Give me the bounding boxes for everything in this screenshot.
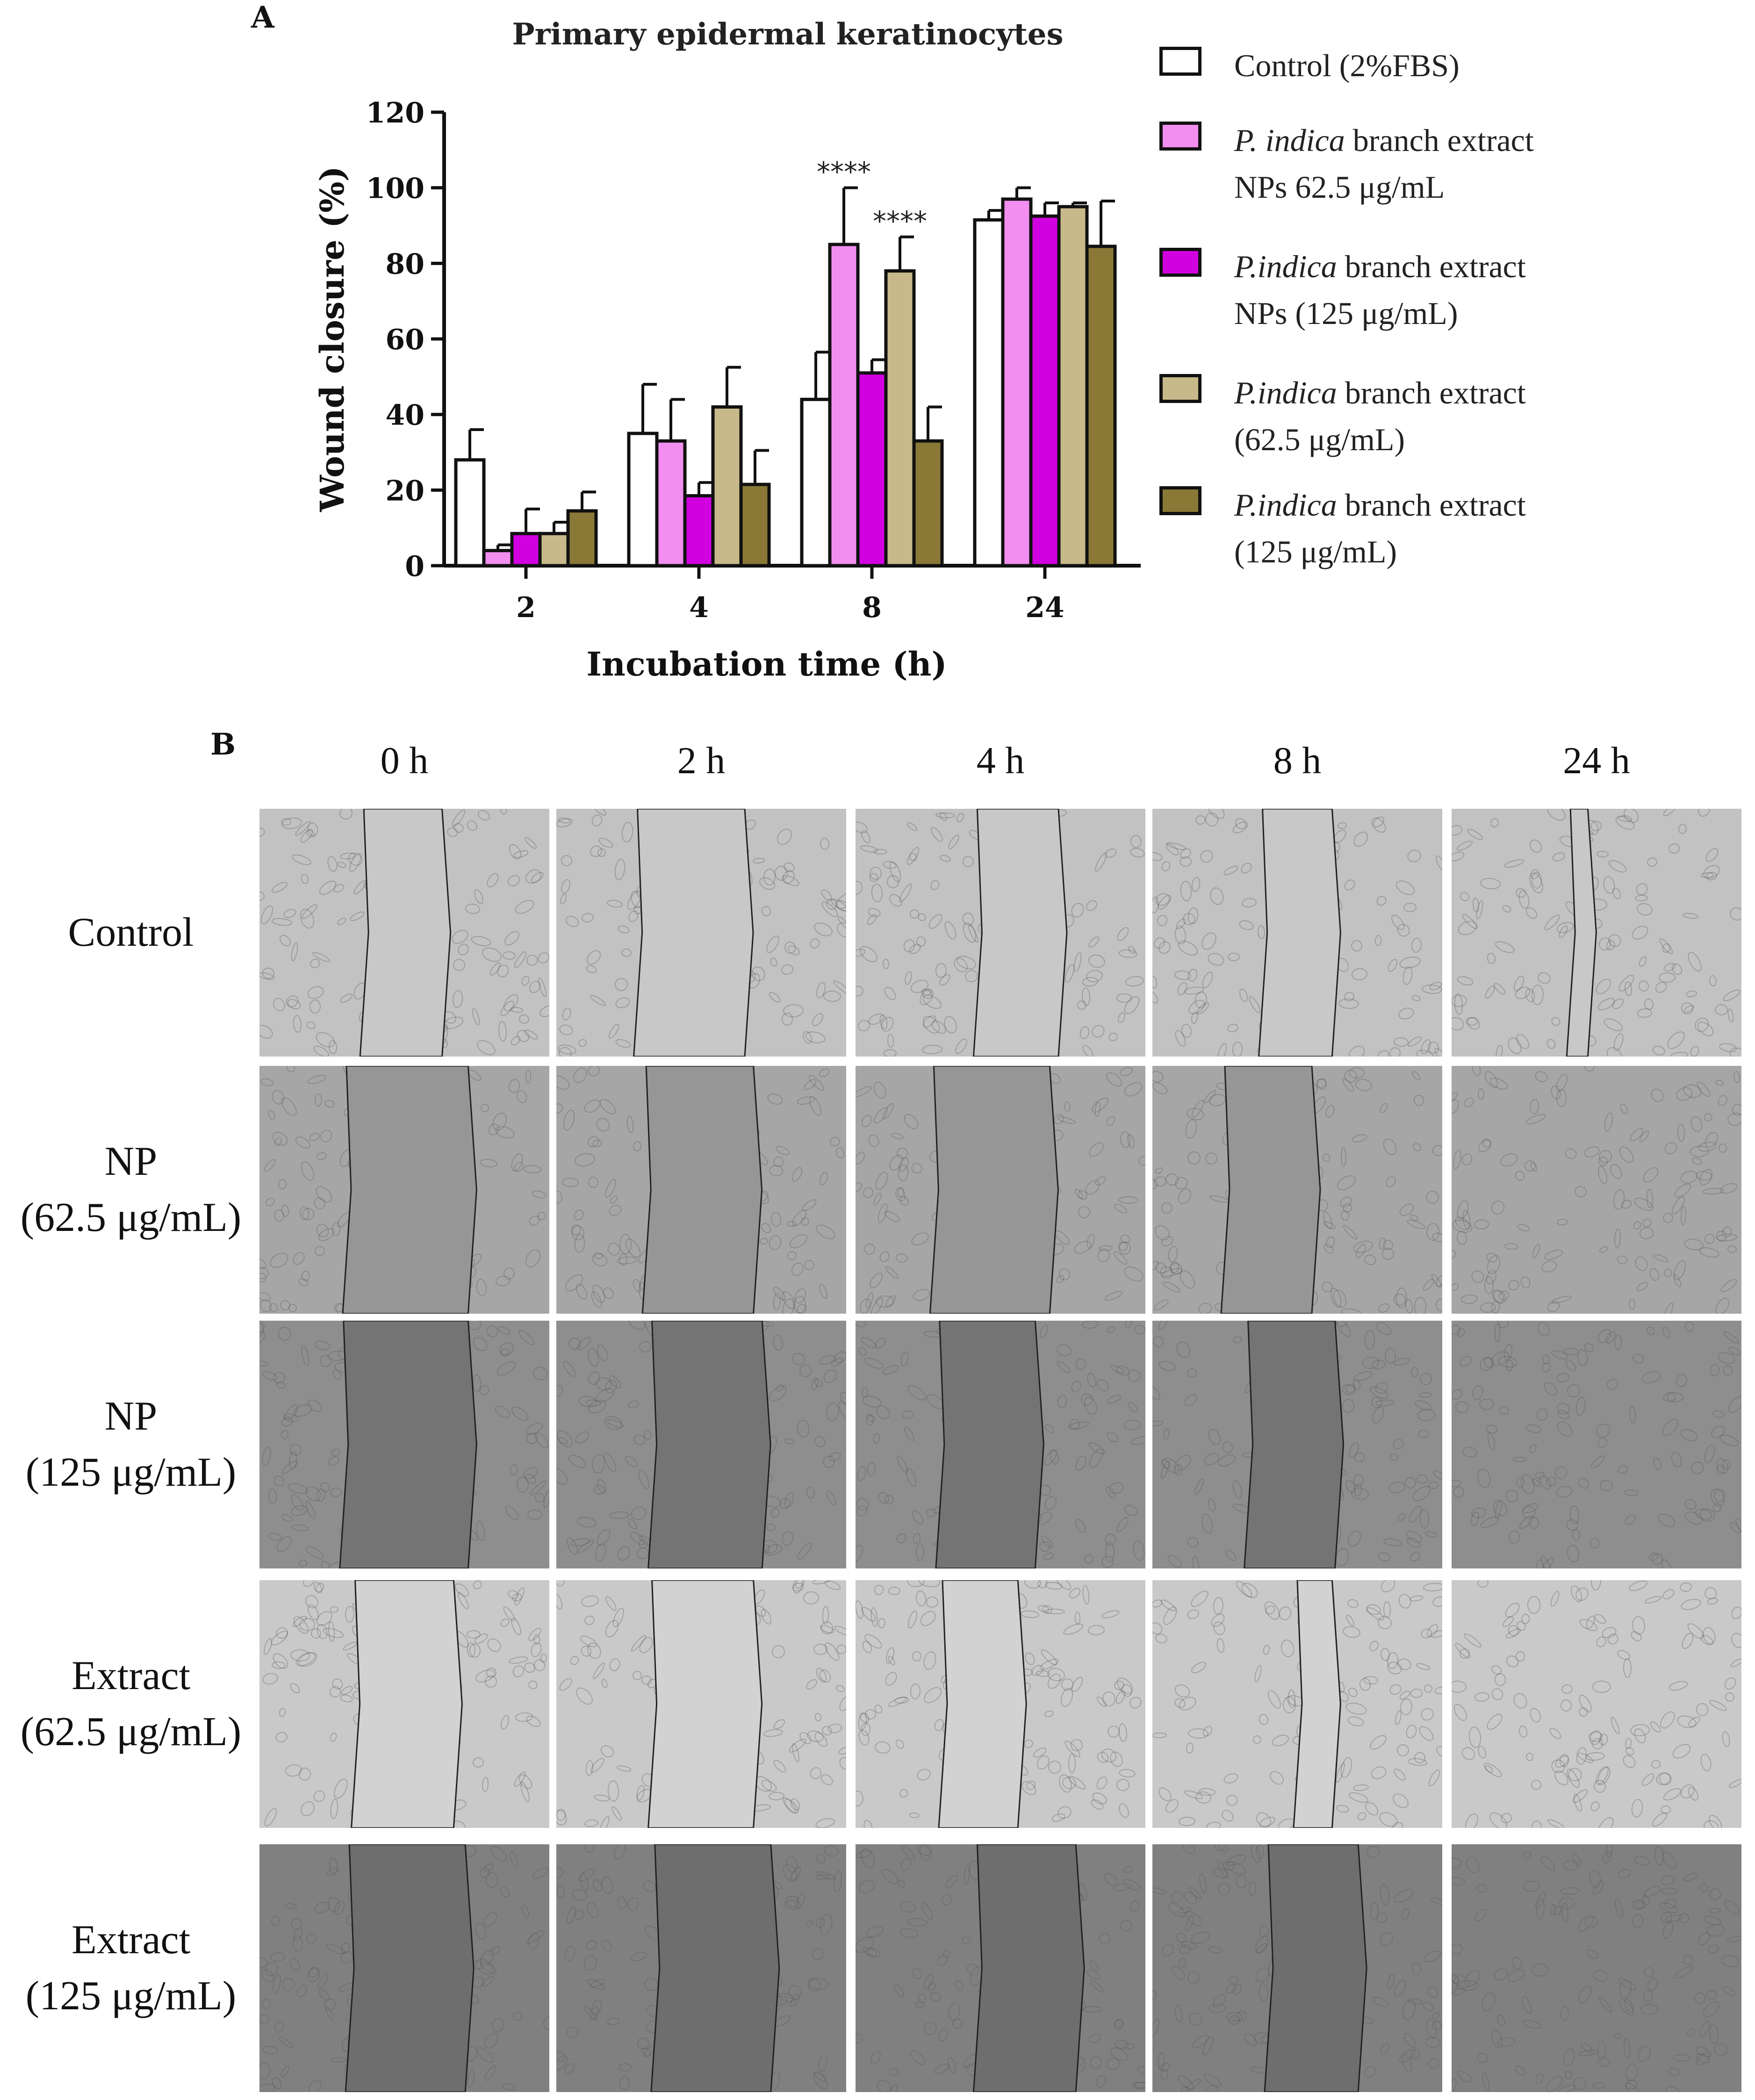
legend-label: P. indica branch extract NPs 62.5 μg/mL xyxy=(1234,122,1534,205)
micrograph-image xyxy=(1452,1066,1741,1314)
treatment-row-label: NP (125 μg/mL) xyxy=(25,1394,237,1495)
bar-5-8h xyxy=(912,439,944,568)
legend-item: P.indica branch extract (62.5 μg/mL) xyxy=(1159,369,1526,463)
micrograph-image xyxy=(1152,809,1442,1057)
x-tick-label: 2 xyxy=(516,591,536,624)
y-axis-label: Wound closure (%) xyxy=(313,166,352,512)
bar-chart: Primary epidermal keratinocytes 0 20 40 60 80… xyxy=(313,17,1141,683)
panel-b-label: B xyxy=(210,727,236,762)
legend-swatch xyxy=(1159,248,1201,277)
y-tick-label: 100 xyxy=(366,173,424,205)
x-tick-label: 24 xyxy=(1025,591,1065,624)
chart-title: Primary epidermal keratinocytes xyxy=(512,17,1063,52)
micrograph-image xyxy=(259,1321,549,1568)
bar-4-2h xyxy=(538,532,570,568)
bar-1-24h xyxy=(973,218,1005,568)
y-tick-label: 40 xyxy=(386,399,425,432)
bar-3-8h xyxy=(856,371,888,568)
timepoint-header: 4 h xyxy=(976,739,1025,782)
micrograph-image xyxy=(1452,1321,1741,1568)
bar-5-24h xyxy=(1085,245,1117,568)
treatment-row-label: Extract (62.5 μg/mL) xyxy=(20,1653,242,1755)
x-tick-label: 4 xyxy=(689,591,709,624)
treatment-row-label: Extract (125 μg/mL) xyxy=(25,1917,237,2019)
micrograph-image xyxy=(1452,1844,1741,2092)
micrograph-image xyxy=(556,1321,846,1568)
legend-swatch xyxy=(1159,486,1201,515)
micrograph-image xyxy=(556,1844,846,2092)
legend-label: P.indica branch extract (62.5 μg/mL) xyxy=(1234,375,1526,457)
micrograph-image xyxy=(259,1580,549,1828)
legend-label: Control (2%FBS) xyxy=(1234,48,1460,83)
timepoint-header: 2 h xyxy=(677,739,726,782)
micrograph-image xyxy=(1452,809,1741,1057)
panel-a-label: A xyxy=(251,0,274,35)
micrograph-image xyxy=(259,1844,549,2092)
timepoint-header: 24 h xyxy=(1563,739,1630,782)
bar-4-8h xyxy=(884,269,916,568)
micrograph-image xyxy=(856,1580,1145,1828)
bar-2-2h xyxy=(482,549,514,568)
legend-item: P.indica branch extract (125 μg/mL) xyxy=(1159,482,1526,575)
legend-swatch xyxy=(1159,374,1201,403)
bar-3-4h xyxy=(683,494,715,568)
bar-3-2h xyxy=(510,532,542,568)
micrograph-image xyxy=(556,1580,846,1828)
legend-item: P. indica branch extract NPs 62.5 μg/mL xyxy=(1159,117,1534,210)
treatment-row-label: NP (62.5 μg/mL) xyxy=(20,1139,242,1240)
micrograph-image xyxy=(1152,1066,1442,1314)
micrograph-image xyxy=(1152,1844,1442,2092)
bar-2-8h xyxy=(828,243,860,568)
legend-label: P.indica branch extract (125 μg/mL) xyxy=(1234,487,1526,569)
significance-marker: **** xyxy=(873,205,927,237)
bar-4-24h xyxy=(1057,205,1089,568)
treatment-row-label: Control xyxy=(68,910,194,955)
legend-item: Control (2%FBS) xyxy=(1159,42,1460,89)
micrograph-image xyxy=(856,809,1145,1057)
micrograph-image xyxy=(1152,1580,1442,1828)
micrograph-image xyxy=(556,1066,846,1314)
y-tick-label: 20 xyxy=(386,475,425,507)
micrograph-image xyxy=(1452,1580,1741,1828)
micrograph-image xyxy=(556,809,846,1057)
legend-label: P.indica branch extract NPs (125 μg/mL) xyxy=(1234,249,1526,331)
micrograph-image xyxy=(1152,1321,1442,1568)
y-tick-label: 60 xyxy=(386,324,425,356)
bar-1-4h xyxy=(627,432,659,568)
bar-5-4h xyxy=(739,482,771,568)
bar-1-2h xyxy=(454,458,486,568)
bar-5-2h xyxy=(566,509,598,568)
x-tick-label: 8 xyxy=(862,591,882,624)
bar-3-24h xyxy=(1029,214,1061,568)
bar-2-4h xyxy=(655,439,687,568)
micrograph-image xyxy=(259,809,549,1057)
micrograph-image xyxy=(856,1321,1145,1568)
micrograph-image xyxy=(259,1066,549,1314)
timepoint-header: 8 h xyxy=(1273,739,1322,782)
legend-swatch xyxy=(1159,122,1201,151)
bar-1-8h xyxy=(800,397,832,568)
y-tick-label: 0 xyxy=(405,550,424,583)
bar-4-4h xyxy=(711,405,743,568)
y-tick-label: 120 xyxy=(366,97,424,129)
micrograph-image xyxy=(856,1066,1145,1314)
legend-swatch xyxy=(1159,47,1201,76)
micrograph-image xyxy=(856,1844,1145,2092)
bar-2-24h xyxy=(1001,197,1033,568)
legend-item: P.indica branch extract NPs (125 μg/mL) xyxy=(1159,243,1526,337)
x-axis-label: Incubation time (h) xyxy=(586,645,947,683)
timepoint-header: 0 h xyxy=(380,739,429,782)
micrograph-grid: 0 h 2 h 4 h 8 h 24 h Control NP (62.5 μg/mL) NP(… xyxy=(0,739,1755,2100)
y-tick-label: 80 xyxy=(386,248,425,280)
significance-marker: **** xyxy=(817,156,871,188)
